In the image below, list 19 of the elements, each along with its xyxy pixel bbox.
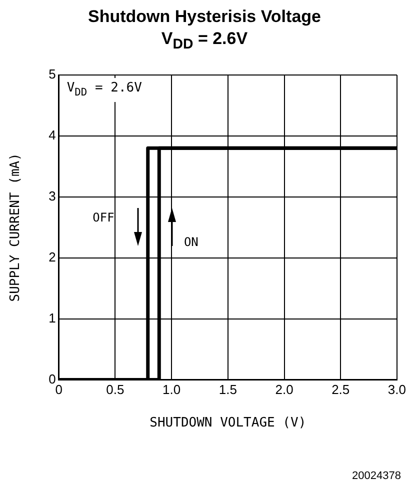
y-tick-label: 4 [48,128,56,143]
chart-title: Shutdown Hysterisis Voltage [86,6,322,28]
y-tick-label: 3 [48,188,56,204]
x-tick-label: 2.5 [332,382,350,398]
x-tick-label: 2.0 [275,382,294,398]
annotation: ON [184,234,198,249]
chart-subtitle: V$_{DD}$ = 2.6V [160,28,249,54]
annotation: OFF [92,210,114,224]
x-tick-label: 1.5 [218,382,237,398]
y-axis-title: SUPPLY CURRENT (mA) [8,153,24,302]
y-tick-label: 2 [48,249,56,264]
x-axis-title: SHUTDOWN VOLTAGE (V) [150,416,306,431]
x-tick-label: 1.0 [162,382,181,398]
y-tick-label: 0 [48,371,56,386]
x-tick-label: 0.5 [106,382,124,398]
y-tick-label: 5 [48,66,56,82]
text: 20024378 [352,470,401,482]
x-tick-label: 3.0 [388,382,406,398]
y-tick-label: 1 [48,310,56,326]
